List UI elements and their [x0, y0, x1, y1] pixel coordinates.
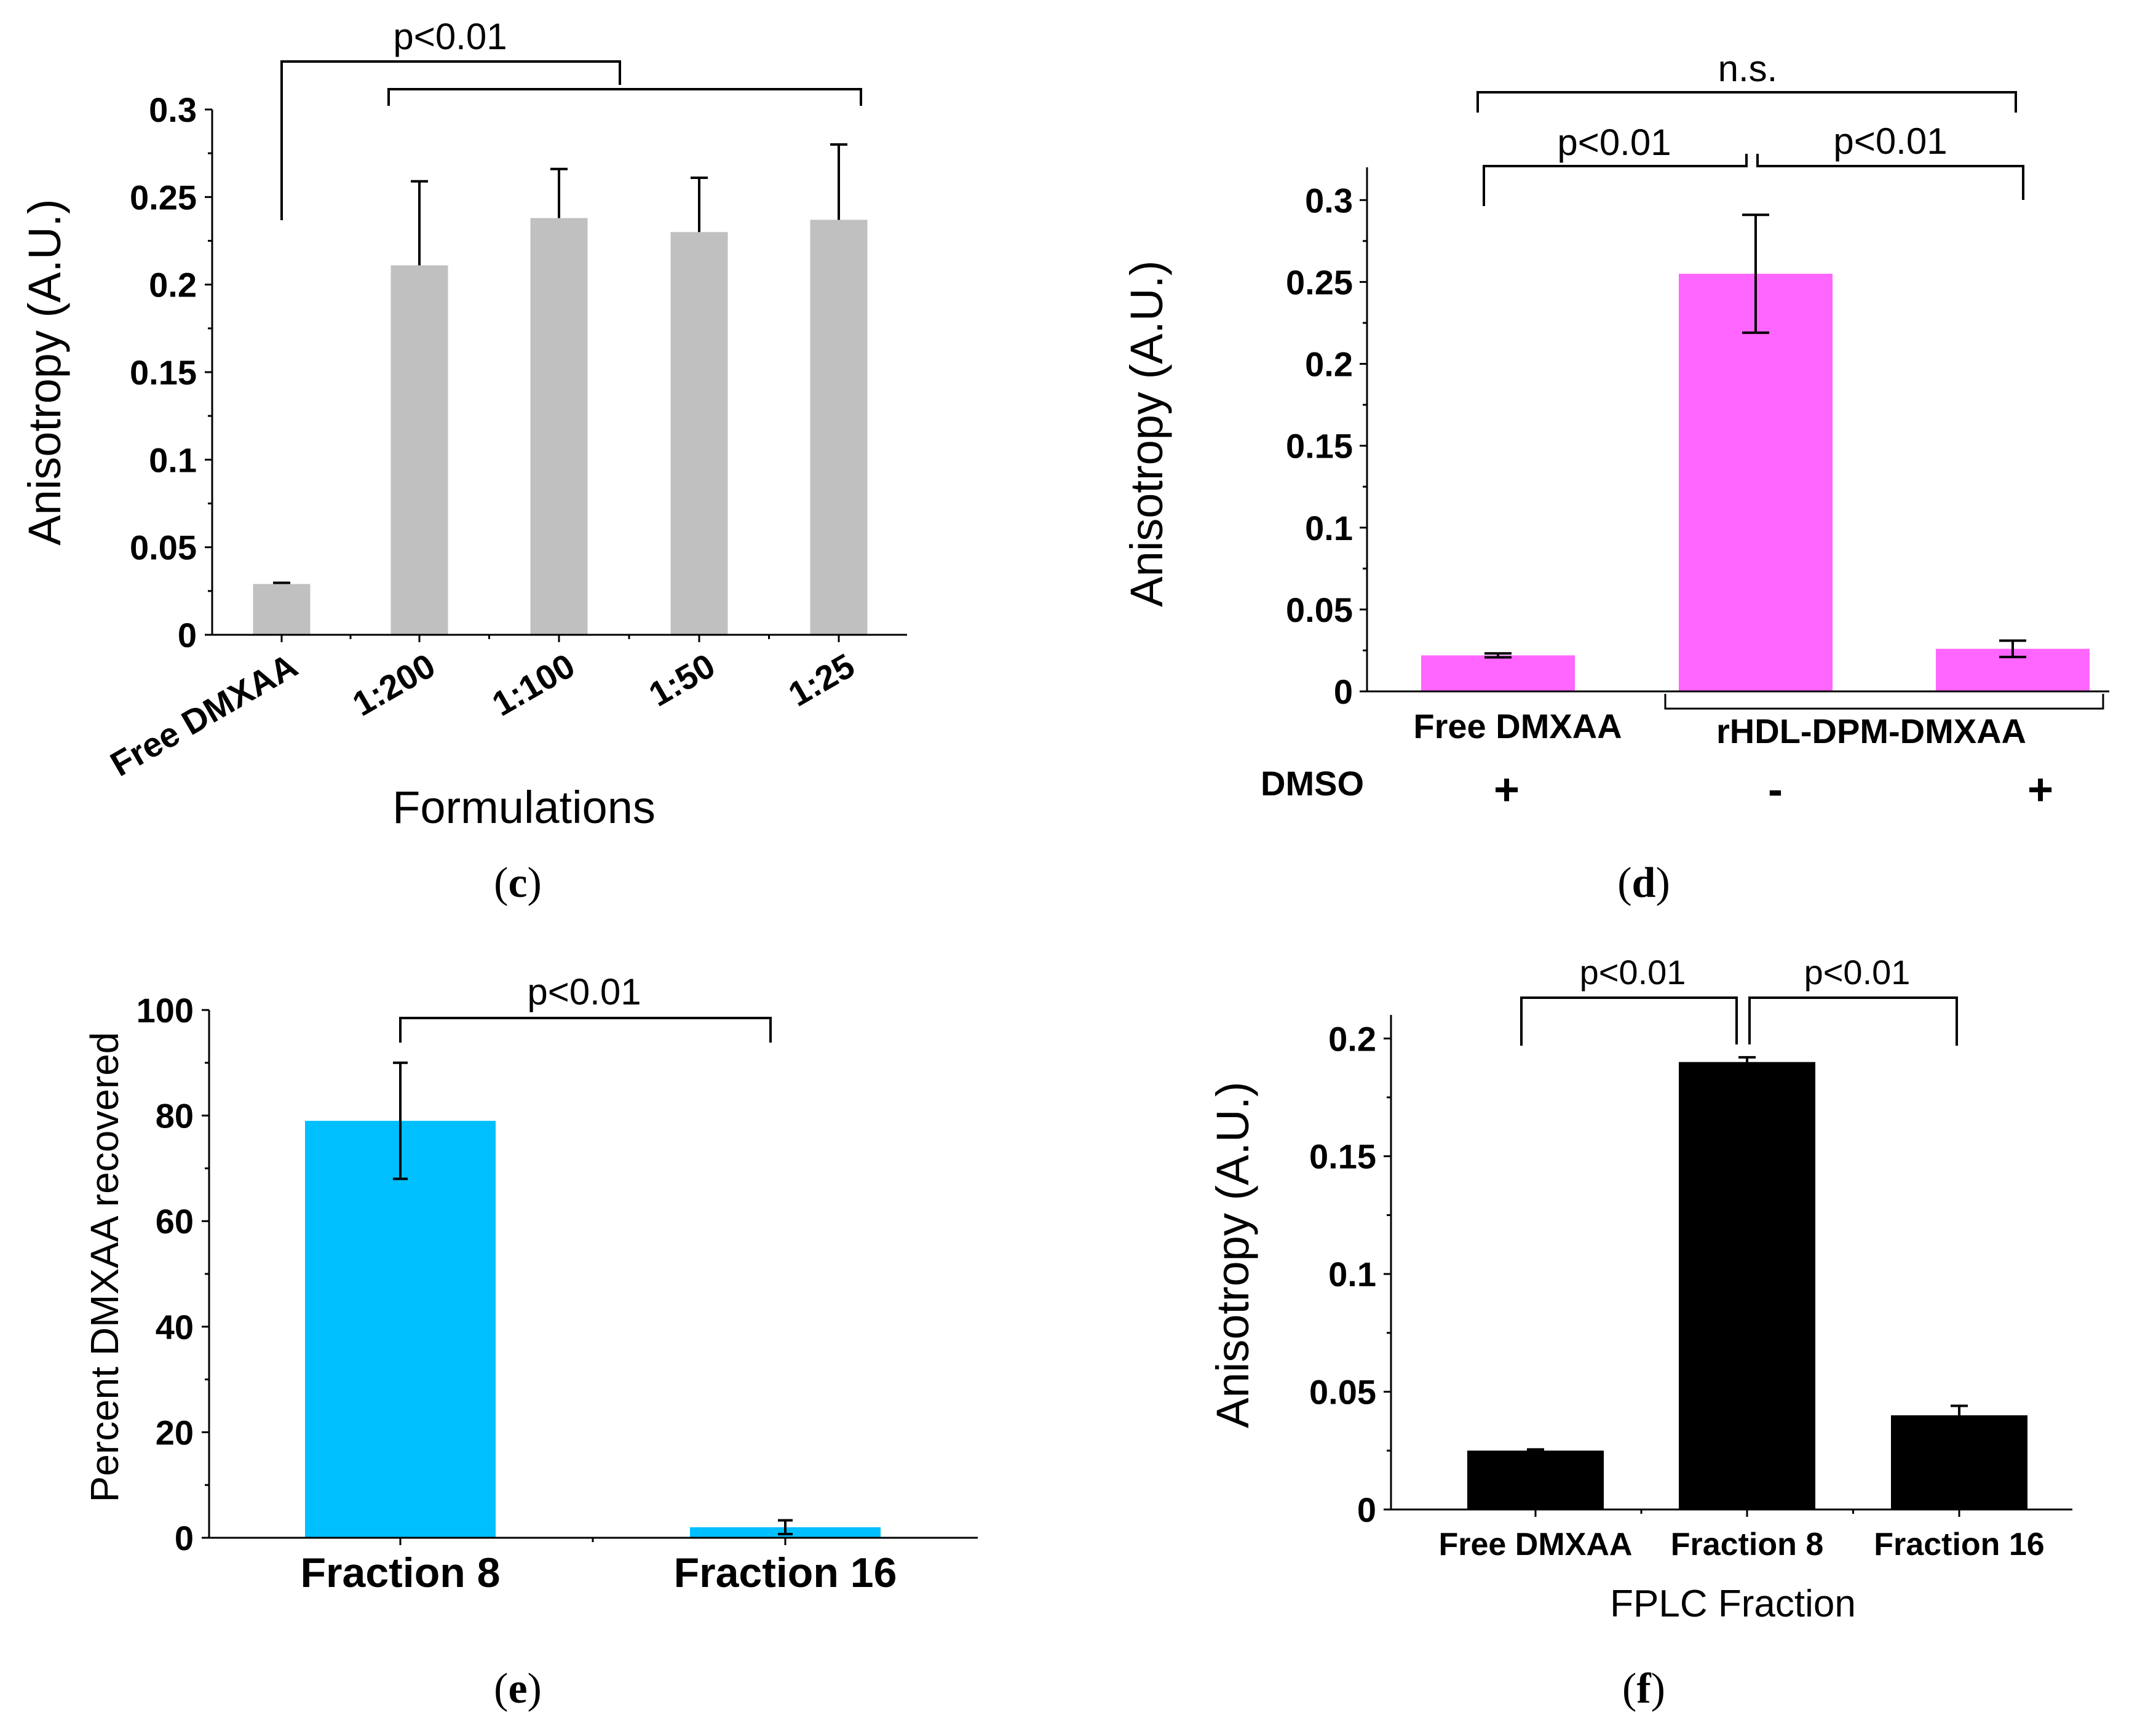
panel-c-x-tick-label: 1:50	[642, 646, 721, 714]
panel-c-caption: (c)	[494, 859, 542, 907]
panel-e-y-ticks: 0 20 40 60 80 100	[137, 991, 209, 1557]
panel-d-y-tick-label: 0	[1334, 672, 1353, 711]
panel-d-significance-label: p<0.01	[1557, 122, 1671, 163]
panel-e-y-tick-label: 0	[175, 1519, 194, 1557]
panel-e-x-tick-label: Fraction 8	[301, 1549, 501, 1596]
panel-c-y-axis-label: Anisotropy (A.U.)	[19, 199, 70, 545]
panel-c-bar	[670, 232, 728, 635]
panel-f-bar	[1467, 1450, 1604, 1509]
panel-d-bar	[1679, 274, 1833, 691]
panel-f-y-tick-label: 0.05	[1309, 1373, 1376, 1412]
panel-f-x-tick-label: Fraction 8	[1671, 1527, 1824, 1562]
panel-c-error-bars	[273, 143, 847, 584]
panel-e-significance-label: p<0.01	[527, 971, 641, 1012]
panel-d-y-tick-label: 0.1	[1305, 509, 1353, 547]
panel-c-y-tick-label: 0	[178, 616, 197, 654]
panel-e: 0 20 40 60 80 100 Fraction 8 Fraction 16 Perce…	[82, 971, 978, 1712]
panel-c-y-tick-label: 0.1	[149, 440, 197, 479]
panel-c-bars	[253, 218, 868, 635]
panel-c-x-axis-label: Formulations	[392, 782, 656, 833]
panel-c-x-tick-label: 1:200	[346, 646, 442, 723]
panel-c-bar	[390, 265, 448, 635]
panel-f-bar	[1891, 1415, 2027, 1509]
panel-c-y-tick-label: 0.05	[130, 528, 197, 567]
panel-f-significance-label: p<0.01	[1580, 953, 1686, 992]
panel-e-y-tick-label: 40	[156, 1308, 194, 1346]
panel-e-y-tick-label: 60	[156, 1202, 194, 1241]
panel-d-significance-label: p<0.01	[1833, 121, 1947, 162]
panel-c-bar	[253, 584, 311, 635]
panel-e-y-tick-label: 20	[156, 1413, 194, 1452]
panel-d-y-tick-label: 0.15	[1286, 427, 1353, 466]
panel-c-y-ticks: 0 0.05 0.1 0.15 0.2 0.25 0.3	[130, 90, 212, 654]
panel-e-x-ticks: Fraction 8 Fraction 16	[301, 1538, 897, 1596]
panel-e-y-tick-label: 100	[137, 991, 194, 1030]
panel-d-ns-label: n.s.	[1718, 48, 1778, 89]
panel-f-x-tick-label: Free DMXAA	[1439, 1527, 1633, 1562]
panel-f-y-tick-label: 0	[1357, 1490, 1376, 1529]
panel-c-group-bracket	[387, 88, 862, 106]
panel-c-significance-bracket	[280, 60, 621, 220]
panel-d-group-bracket	[1664, 694, 2104, 710]
panel-d-significance-bracket	[1483, 154, 1748, 206]
panel-d-dmso-value: +	[1494, 765, 1520, 814]
panel-d-dmso-value: +	[2027, 765, 2053, 814]
panel-f-y-tick-label: 0.15	[1309, 1137, 1376, 1176]
panel-f-bars	[1467, 1062, 2027, 1509]
panel-f: 0 0.05 0.1 0.15 0.2 Free DMXAA Fraction 8 Frac…	[1207, 953, 2072, 1712]
panel-e-bar	[305, 1121, 496, 1538]
panel-c-y-tick-label: 0.15	[130, 353, 197, 392]
panel-d-bars	[1421, 274, 2090, 691]
panel-d-y-tick-label: 0.3	[1305, 181, 1353, 220]
panel-f-y-tick-label: 0.2	[1328, 1019, 1376, 1058]
panel-d-y-tick-label: 0.05	[1286, 591, 1353, 629]
panel-d-y-ticks: 0 0.05 0.1 0.15 0.2 0.25 0.3	[1286, 181, 1367, 711]
panel-d-group-label-rhdl: rHDL-DPM-DMXAA	[1716, 712, 2026, 750]
panel-f-x-ticks: Free DMXAA Fraction 8 Fraction 16	[1439, 1509, 2045, 1562]
panel-f-y-ticks: 0 0.05 0.1 0.15 0.2	[1309, 1019, 1391, 1529]
panel-d-y-tick-label: 0.2	[1305, 345, 1353, 384]
panel-d-bar	[1421, 655, 1575, 691]
panel-e-caption: (e)	[494, 1665, 542, 1712]
panel-d: 0 0.05 0.1 0.15 0.2 0.25 0.3 Anisotropy (A.U.)…	[1121, 48, 2109, 907]
panel-f-caption: (f)	[1622, 1665, 1665, 1712]
panel-c-y-tick-label: 0.2	[149, 266, 197, 304]
panel-f-x-axis-label: FPLC Fraction	[1610, 1583, 1856, 1625]
panel-c-significance-label: p<0.01	[393, 16, 507, 57]
panel-c-x-tick-label: 1:100	[485, 646, 581, 723]
panel-d-error-bars	[1484, 213, 2026, 659]
panel-f-significance-bracket	[1748, 996, 1958, 1046]
panel-e-x-tick-label: Fraction 16	[674, 1549, 897, 1596]
panel-c-y-tick-label: 0.25	[130, 178, 197, 217]
panel-e-y-tick-label: 80	[156, 1097, 194, 1135]
panel-d-dmso-row-label: DMSO	[1261, 764, 1364, 803]
panel-f-y-axis-label: Anisotropy (A.U.)	[1207, 1081, 1258, 1428]
panel-c-bar	[530, 218, 588, 635]
panel-c-x-ticks: Free DMXAA 1:200 1:100 1:50 1:25	[104, 635, 861, 784]
panel-e-error-bars	[393, 1061, 793, 1535]
panel-e-bars	[305, 1121, 881, 1538]
panel-f-significance-bracket	[1520, 996, 1738, 1046]
panel-d-y-tick-label: 0.25	[1286, 263, 1353, 301]
panel-d-y-axis-label: Anisotropy (A.U.)	[1121, 260, 1172, 607]
panel-f-x-tick-label: Fraction 16	[1874, 1527, 2044, 1562]
panel-d-dmso-value: -	[1768, 765, 1783, 814]
panel-f-significance-label: p<0.01	[1804, 953, 1911, 992]
panel-c: 0 0.05 0.1 0.15 0.2 0.25 0.3 Free DMXAA 1:200 1:…	[19, 16, 907, 907]
panel-d-significance-bracket	[1756, 154, 2024, 200]
panel-e-significance-bracket	[399, 1017, 772, 1043]
panel-e-y-axis-label: Percent DMXAA recovered	[82, 1032, 127, 1503]
panel-d-caption: (d)	[1617, 859, 1670, 907]
panel-c-bar	[810, 220, 868, 635]
panel-c-y-tick-label: 0.3	[149, 90, 197, 129]
panel-f-error-bars	[1527, 1056, 1968, 1454]
panel-d-ns-bracket	[1476, 91, 2017, 113]
panel-d-group-label-free: Free DMXAA	[1413, 707, 1622, 746]
panel-c-x-tick-label: Free DMXAA	[104, 646, 304, 784]
panel-c-x-tick-label: 1:25	[782, 646, 861, 714]
panel-f-bar	[1679, 1062, 1815, 1509]
panel-f-y-tick-label: 0.1	[1328, 1255, 1376, 1294]
